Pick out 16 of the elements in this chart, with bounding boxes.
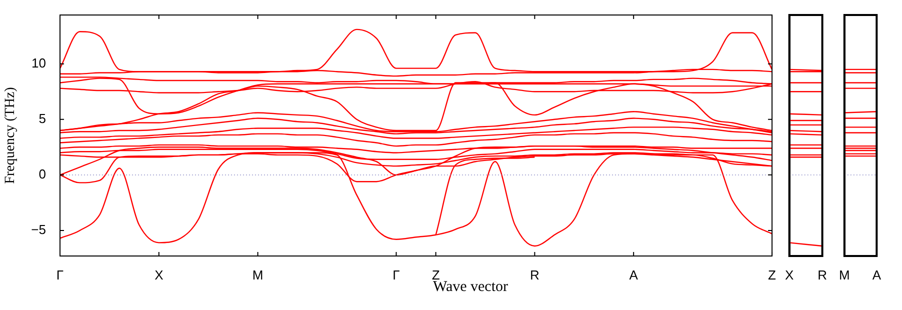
x-tick-label: Γ	[56, 267, 64, 282]
x-tick-label: R	[818, 267, 827, 282]
x-tick-label: R	[530, 267, 540, 282]
y-axis-title: Frequency (THz)	[3, 86, 18, 184]
x-tick-label: Γ	[392, 267, 400, 282]
y-tick-label: 0	[38, 166, 46, 182]
x-tick-label: M	[252, 267, 264, 282]
x-tick-label: M	[838, 267, 850, 282]
x-tick-label: A	[629, 267, 638, 282]
x-tick-label: A	[872, 267, 882, 282]
y-tick-label: 5	[38, 110, 46, 126]
x-tick-label: Z	[768, 267, 776, 282]
y-tick-label: −5	[31, 222, 46, 238]
y-tick-label: 10	[32, 55, 46, 70]
x-tick-label: X	[154, 267, 164, 282]
x-tick-label: X	[785, 267, 794, 282]
